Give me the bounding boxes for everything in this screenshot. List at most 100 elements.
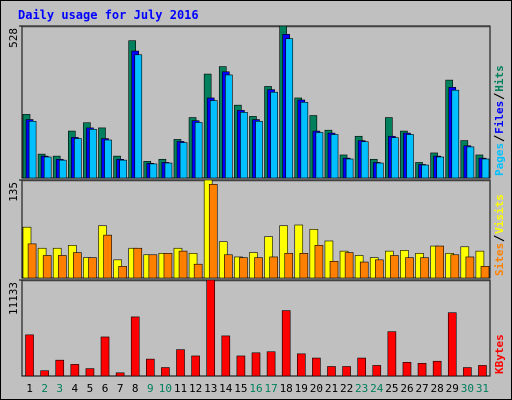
legend: KBytes <box>493 334 506 374</box>
bar <box>224 254 233 279</box>
x-tick-label: 27 <box>415 382 428 395</box>
bar <box>27 243 37 279</box>
bar <box>42 255 52 279</box>
bar <box>463 367 472 377</box>
bar <box>161 367 170 377</box>
x-tick-label: 10 <box>159 382 172 395</box>
x-tick-label: 22 <box>340 382 353 395</box>
y-max-label-group: 11133 <box>7 282 20 315</box>
bar <box>281 310 291 377</box>
bar <box>255 120 263 179</box>
legend-label: Pages <box>493 143 506 176</box>
bar <box>314 245 324 279</box>
x-tick-label: 23 <box>355 382 368 395</box>
x-tick-label: 8 <box>132 382 139 395</box>
bar <box>43 156 52 179</box>
y-max-label-group: 135 <box>7 182 20 202</box>
bar <box>73 252 82 279</box>
bar <box>296 353 306 377</box>
bar <box>134 54 143 179</box>
bar <box>315 132 324 179</box>
legend: Pages Files Hits <box>493 65 506 176</box>
x-tick-label: 6 <box>102 382 109 395</box>
bar <box>279 225 288 279</box>
legend-separator <box>493 135 505 142</box>
bar <box>194 122 203 179</box>
bar <box>447 312 457 377</box>
bar <box>329 261 339 279</box>
bar <box>417 363 427 377</box>
bar <box>390 255 399 279</box>
bar <box>406 134 414 179</box>
bar <box>221 335 231 377</box>
bar <box>421 164 429 179</box>
bar <box>436 156 445 179</box>
bar <box>55 359 65 377</box>
bar <box>376 162 384 179</box>
bar <box>74 138 82 179</box>
y-max-label: 11133 <box>7 282 20 315</box>
bar <box>300 101 309 179</box>
bar <box>209 100 218 179</box>
bar <box>206 279 216 377</box>
bar <box>324 240 334 279</box>
legend-label: Visits <box>493 194 506 234</box>
bar <box>57 255 67 279</box>
bar <box>133 247 143 279</box>
bar <box>225 74 233 179</box>
legend-label: KBytes <box>493 334 506 374</box>
bar <box>146 358 155 377</box>
bar <box>387 331 397 377</box>
bar <box>450 254 460 279</box>
x-tick-label: 16 <box>249 382 262 395</box>
bar <box>420 257 429 279</box>
bar <box>104 139 112 179</box>
legend-label: Files <box>493 101 506 134</box>
bar <box>163 253 173 279</box>
x-tick-label: 11 <box>174 382 187 395</box>
bar <box>299 253 309 279</box>
x-tick-label: 20 <box>310 382 323 395</box>
bar <box>164 162 173 179</box>
bar <box>254 257 263 279</box>
x-tick-label: 12 <box>189 382 202 395</box>
bar <box>25 334 34 377</box>
x-tick-label: 4 <box>72 382 79 395</box>
legend-label: Hits <box>493 65 506 92</box>
bar <box>330 134 339 179</box>
bar <box>327 366 336 377</box>
bar <box>40 370 49 377</box>
x-tick-label: 21 <box>325 382 338 395</box>
x-tick-label: 17 <box>264 382 277 395</box>
y-max-label: 528 <box>7 28 20 48</box>
bar <box>375 259 384 279</box>
bar <box>478 365 487 377</box>
bar <box>360 141 369 179</box>
bar <box>357 357 366 377</box>
bar <box>148 254 158 279</box>
bar <box>115 372 125 377</box>
x-tick-label: 9 <box>147 382 154 395</box>
bar <box>208 184 218 279</box>
bar <box>191 355 200 377</box>
bar <box>88 257 97 279</box>
bar <box>270 91 278 179</box>
x-tick-label: 2 <box>41 382 48 395</box>
bar <box>466 146 475 179</box>
bar <box>89 129 97 179</box>
legend: Sites Visits <box>493 194 506 276</box>
bar <box>266 351 276 377</box>
bar <box>284 253 294 279</box>
bar <box>432 360 442 377</box>
x-tick-label: 25 <box>385 382 398 395</box>
bar <box>480 266 490 279</box>
bar <box>240 112 248 179</box>
bar <box>359 261 369 279</box>
bar <box>475 250 485 279</box>
x-tick-label: 30 <box>461 382 474 395</box>
bar <box>239 257 248 279</box>
x-tick-label: 5 <box>87 382 94 395</box>
x-tick-label: 14 <box>219 382 233 395</box>
bar <box>345 158 354 179</box>
x-tick-label: 24 <box>370 382 384 395</box>
